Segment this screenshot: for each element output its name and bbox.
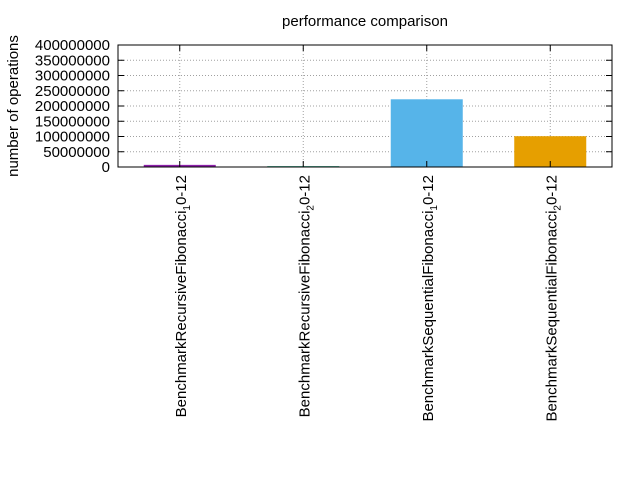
y-axis-ticks: 0500000001000000001500000002000000002500…	[35, 37, 612, 176]
bars	[143, 99, 587, 167]
bar	[390, 99, 463, 167]
y-tick-label: 400000000	[35, 37, 110, 54]
y-tick-label: 300000000	[35, 68, 110, 85]
x-tick-label: BenchmarkRecursiveFibonacci20-12	[296, 175, 316, 417]
y-tick-label: 200000000	[35, 98, 110, 115]
chart-title: performance comparison	[282, 13, 448, 30]
y-axis-label: number of operations	[5, 35, 22, 177]
y-tick-label: 50000000	[43, 144, 110, 161]
x-axis-ticks: BenchmarkRecursiveFibonacci10-12 Benchmar…	[173, 45, 563, 422]
y-tick-label: 100000000	[35, 129, 110, 146]
y-tick-label: 0	[102, 159, 110, 176]
x-tick-label: BenchmarkRecursiveFibonacci10-12	[173, 175, 193, 417]
y-tick-label: 250000000	[35, 83, 110, 100]
x-tick-label: BenchmarkSequentialFibonacci10-12	[420, 175, 440, 422]
y-tick-label: 350000000	[35, 52, 110, 69]
y-tick-label: 150000000	[35, 113, 110, 130]
x-tick-label: BenchmarkSequentialFibonacci20-12	[543, 175, 563, 422]
